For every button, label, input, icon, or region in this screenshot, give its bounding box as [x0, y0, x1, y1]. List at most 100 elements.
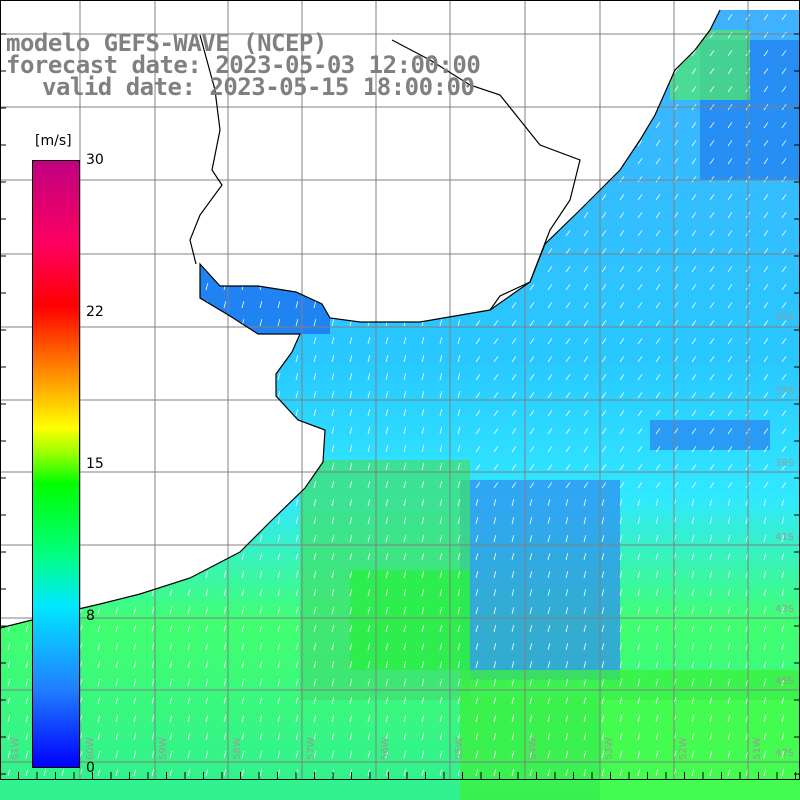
wind-arrow [475, 302, 481, 309]
wind-arrow [619, 320, 625, 327]
wind-arrow [169, 661, 173, 669]
wind-arrow [313, 445, 317, 453]
wind-arrow [277, 751, 281, 759]
wind-arrow [691, 374, 697, 381]
wind-arrow [349, 679, 353, 687]
wind-arrow [475, 733, 479, 741]
wind-arrow [223, 661, 227, 669]
wind-arrow [151, 427, 155, 435]
wind-arrow [115, 175, 119, 183]
wind-arrow [313, 553, 317, 561]
wind-arrow [295, 679, 299, 687]
wind-arrow [25, 337, 29, 345]
wind-arrow [763, 410, 769, 417]
wind-arrow [781, 769, 785, 777]
wind-arrow [151, 715, 155, 723]
wind-arrow [439, 301, 443, 309]
wind-arrow [187, 751, 191, 759]
wind-arrow [403, 121, 407, 129]
wind-arrow [601, 50, 607, 57]
wind-arrow [439, 211, 443, 219]
wind-arrow [655, 607, 659, 615]
wind-arrow [349, 769, 353, 777]
wind-arrow [583, 68, 589, 75]
wind-arrow [511, 212, 517, 219]
wind-arrow [97, 517, 101, 525]
wind-arrow [205, 247, 209, 255]
wind-arrow [25, 445, 29, 453]
wind-arrow [313, 427, 317, 435]
wind-arrow [583, 733, 587, 741]
wind-arrow [709, 14, 715, 21]
wind-arrow [439, 571, 443, 579]
wind-arrow [313, 661, 317, 669]
wind-arrow [7, 355, 11, 363]
wind-arrow [763, 32, 769, 39]
wind-arrow [205, 463, 209, 471]
lon-label: 53W [604, 737, 615, 760]
wind-arrow [637, 446, 643, 453]
wind-arrow [7, 193, 11, 201]
wind-arrow [727, 589, 731, 597]
wind-arrow [547, 212, 553, 219]
wind-arrow [295, 463, 299, 471]
wind-arrow [187, 427, 191, 435]
wind-arrow [691, 68, 697, 75]
wind-arrow [25, 139, 29, 147]
wind-arrow [583, 517, 587, 525]
wind-arrow [421, 337, 425, 345]
wind-arrow [529, 338, 535, 345]
wind-arrow [133, 337, 137, 345]
wind-arrow [277, 265, 281, 273]
wind-arrow [205, 589, 209, 597]
wind-arrow [529, 607, 533, 615]
wind-arrow [187, 373, 191, 381]
wind-arrow [709, 140, 715, 147]
wind-arrow [385, 643, 389, 651]
wind-arrow [7, 139, 11, 147]
wind-arrow [259, 589, 263, 597]
wind-arrow [655, 697, 659, 705]
wind-arrow [331, 175, 335, 183]
wind-arrow [475, 320, 481, 327]
wind-arrow [25, 571, 29, 579]
wind-arrow [115, 535, 119, 543]
wind-arrow [601, 679, 605, 687]
wind-arrow [259, 391, 263, 399]
wind-arrow [97, 445, 101, 453]
wind-arrow [673, 50, 679, 57]
wind-arrow [601, 553, 605, 561]
wind-arrow [727, 194, 733, 201]
wind-arrow [331, 481, 335, 489]
wind-arrow [673, 266, 679, 273]
wind-arrow [565, 679, 569, 687]
wind-arrow [709, 32, 715, 39]
wind-arrow [781, 140, 787, 147]
wind-arrow [169, 409, 173, 417]
wind-arrow [709, 769, 713, 777]
lon-label: 61W [10, 737, 21, 760]
wind-arrow [403, 355, 407, 363]
wind-arrow [7, 661, 11, 669]
wind-arrow [7, 301, 11, 309]
wind-arrow [475, 446, 481, 453]
wind-arrow [187, 355, 191, 363]
wind-arrow [367, 211, 371, 219]
wind-arrow [637, 230, 643, 237]
wind-arrow [295, 499, 299, 507]
wind-arrow [421, 283, 425, 291]
wind-arrow [277, 553, 281, 561]
wind-arrow [511, 769, 515, 777]
wind-arrow [421, 211, 425, 219]
wind-arrow [7, 175, 11, 183]
wind-arrow [205, 679, 209, 687]
wind-arrow [781, 482, 787, 489]
wind-arrow [565, 535, 569, 543]
wind-arrow [241, 661, 245, 669]
wind-arrow [205, 661, 209, 669]
wind-arrow [97, 571, 101, 579]
wind-arrow [259, 229, 263, 237]
wind-arrow [349, 13, 353, 21]
wind-arrow [277, 715, 281, 723]
wind-arrow [673, 230, 679, 237]
